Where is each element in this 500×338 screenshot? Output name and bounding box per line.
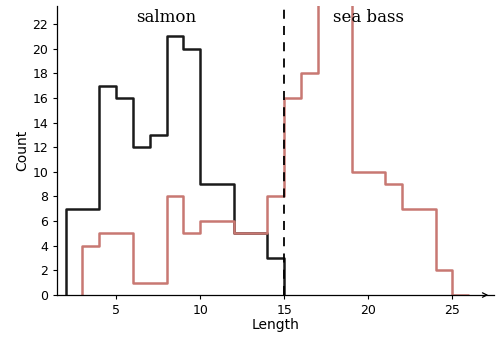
X-axis label: Length: Length <box>252 318 300 333</box>
Text: sea bass: sea bass <box>333 9 404 26</box>
Y-axis label: Count: Count <box>16 130 30 171</box>
Text: salmon: salmon <box>136 9 196 26</box>
